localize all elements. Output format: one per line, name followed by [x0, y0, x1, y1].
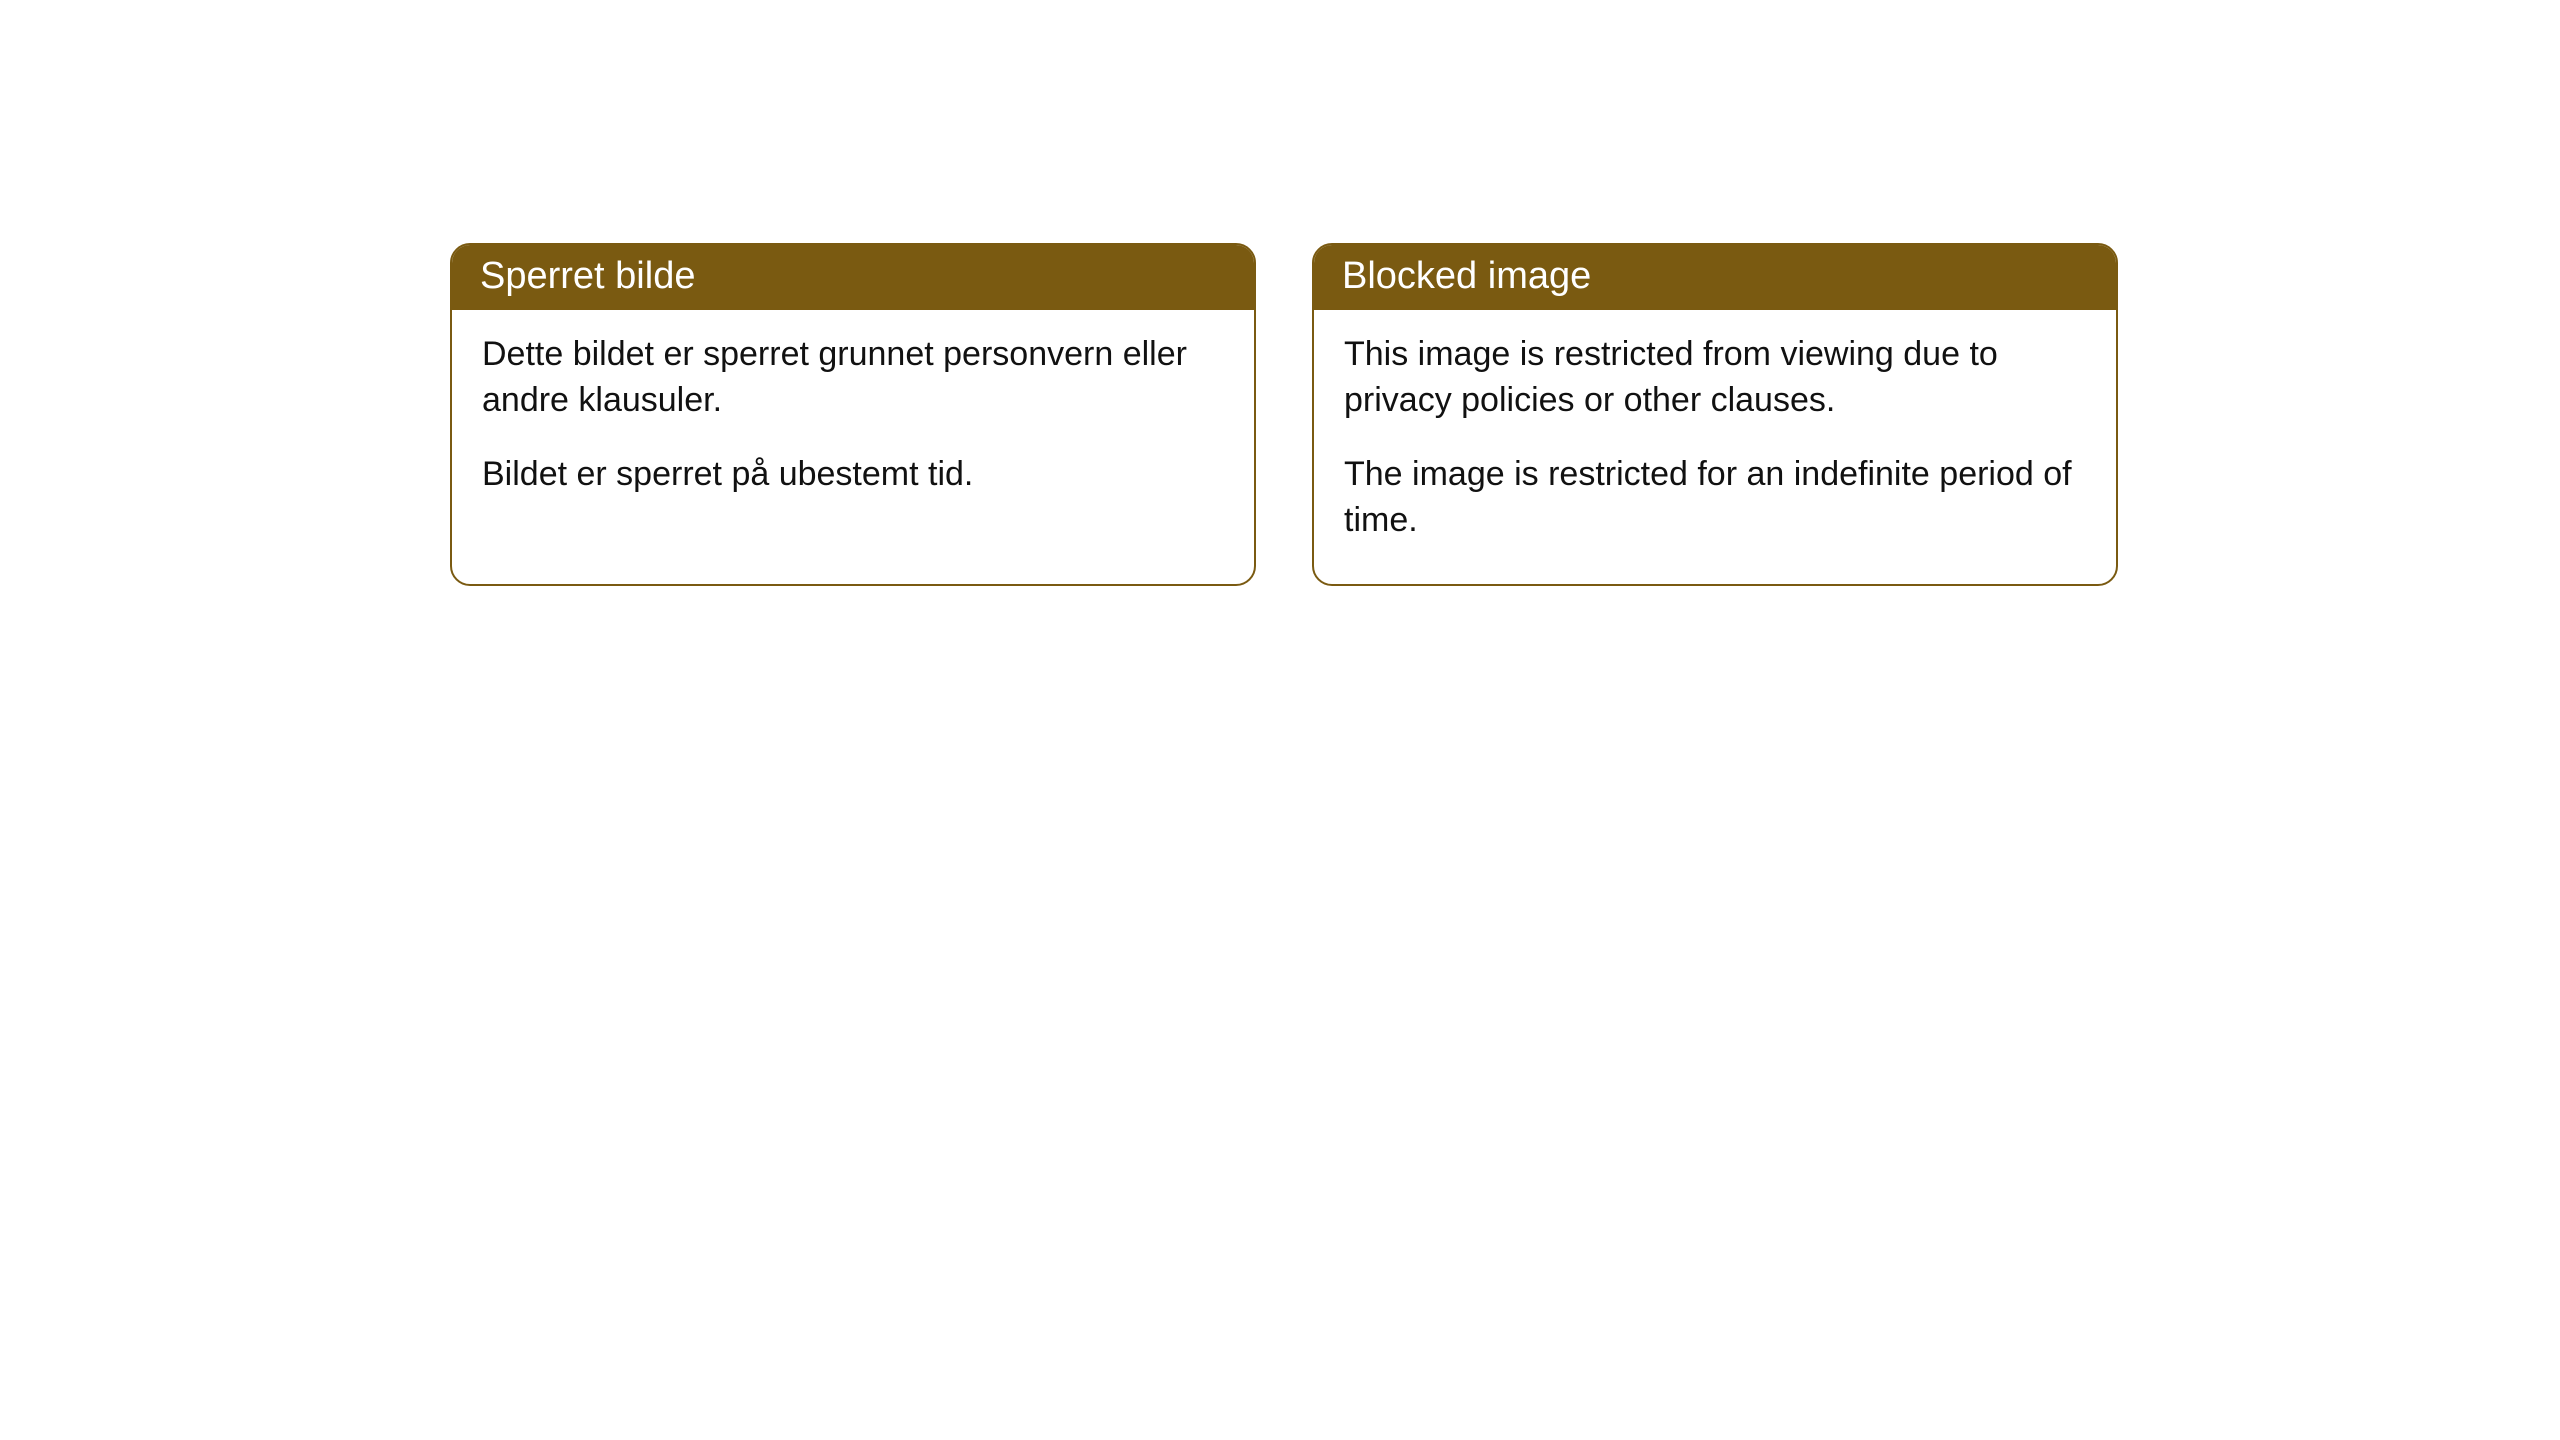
blocked-image-card-en: Blocked image This image is restricted f…	[1312, 243, 2118, 586]
card-paragraph: This image is restricted from viewing du…	[1344, 332, 2086, 424]
card-paragraph: The image is restricted for an indefinit…	[1344, 452, 2086, 544]
card-paragraph: Bildet er sperret på ubestemt tid.	[482, 452, 1224, 498]
card-body-no: Dette bildet er sperret grunnet personve…	[452, 310, 1254, 538]
card-header-no: Sperret bilde	[452, 245, 1254, 310]
card-paragraph: Dette bildet er sperret grunnet personve…	[482, 332, 1224, 424]
card-header-en: Blocked image	[1314, 245, 2116, 310]
notice-cards-container: Sperret bilde Dette bildet er sperret gr…	[450, 243, 2118, 586]
blocked-image-card-no: Sperret bilde Dette bildet er sperret gr…	[450, 243, 1256, 586]
card-body-en: This image is restricted from viewing du…	[1314, 310, 2116, 584]
